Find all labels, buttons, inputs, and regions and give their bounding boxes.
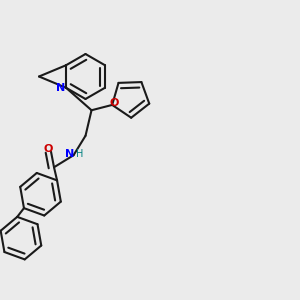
Text: N: N — [65, 149, 74, 159]
Text: O: O — [44, 144, 53, 154]
Text: O: O — [109, 98, 118, 108]
Text: H: H — [76, 149, 84, 159]
Text: N: N — [56, 83, 65, 93]
